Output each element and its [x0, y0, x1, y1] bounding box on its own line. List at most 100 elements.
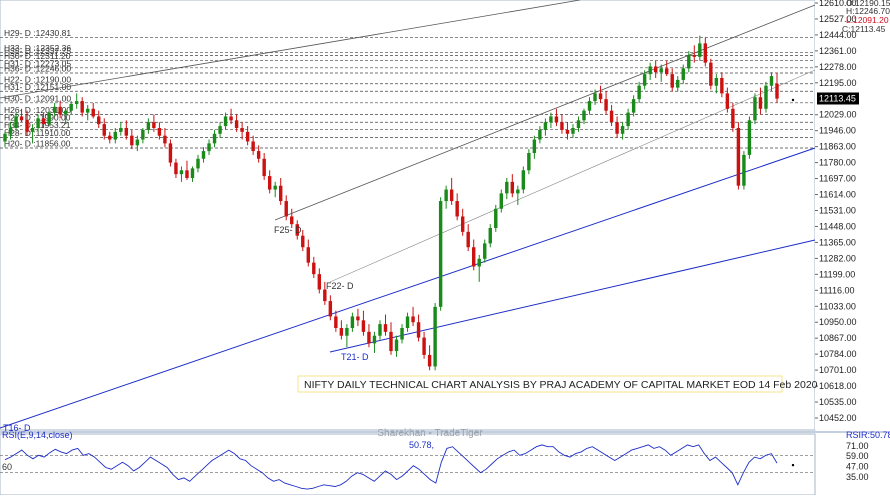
watermark: Sharekhan - TradeTiger: [377, 428, 483, 439]
y-tick-label: 11282.00: [819, 253, 856, 263]
candle-body: [394, 339, 399, 352]
candle-body: [670, 74, 674, 88]
candle-body: [565, 129, 570, 134]
candle-body: [389, 331, 393, 352]
candle-body: [427, 354, 432, 367]
candle-body: [174, 162, 178, 175]
candle-body: [626, 112, 630, 127]
y-tick-label: 11199.00: [819, 269, 855, 279]
candle-body: [262, 158, 266, 177]
level-label: H20- D :11856.00: [4, 139, 71, 149]
candle-body: [483, 243, 487, 259]
candle-body: [157, 128, 162, 136]
candle-body: [229, 116, 233, 121]
y-tick-label: 10452.00: [819, 413, 857, 423]
trendline: [0, 0, 581, 99]
candle-body: [91, 108, 95, 117]
candle-body: [648, 66, 652, 75]
price-axis-ticks: 12610.00 12527.00 12444.00 12361.00 12278.00…: [815, 0, 857, 423]
candle-body: [207, 143, 211, 152]
candle-body: [593, 93, 597, 102]
y-tick-label: 12029.00: [819, 110, 857, 120]
candle-body: [63, 110, 68, 115]
y-tick-label: 11946.00: [819, 126, 856, 136]
candle-body: [179, 170, 184, 175]
candle-body: [14, 116, 18, 128]
candle-body: [36, 118, 40, 128]
candle-body: [284, 201, 288, 217]
candle-body: [560, 122, 564, 130]
candle-body: [742, 154, 746, 186]
candle-body: [312, 262, 316, 275]
price-axis: [815, 0, 890, 430]
candle-body: [521, 170, 526, 190]
candle-body: [267, 176, 272, 190]
candle-body: [416, 322, 421, 338]
last-price-label: 12113.45: [819, 93, 856, 103]
candle-body: [615, 122, 619, 134]
annotation-f25: F25- D: [274, 225, 302, 235]
candle-body: [339, 328, 344, 336]
candle-body: [659, 68, 663, 73]
y-tick-label: 12195.00: [819, 78, 857, 88]
level-label: H26- D :12031.00: [4, 105, 71, 115]
trendline: [329, 69, 816, 283]
rsi-tick-label: 71.00: [846, 441, 869, 451]
candle-body: [168, 143, 173, 163]
candle-body: [119, 128, 123, 132]
candle-body: [510, 181, 515, 194]
candle-body: [108, 135, 112, 140]
y-tick-label: 11448.00: [819, 221, 856, 231]
y-tick-label: 10867.00: [819, 333, 857, 343]
candle-body: [538, 129, 542, 140]
candle-body: [345, 328, 349, 336]
candle-body: [279, 185, 283, 202]
rsi-line: [4, 444, 778, 490]
candle-body: [753, 97, 757, 121]
candle-body: [152, 122, 156, 128]
trendlines: [0, 0, 816, 429]
candle-body: [80, 101, 84, 113]
candle-body: [223, 116, 228, 127]
candle-body: [273, 185, 277, 190]
candle-body: [3, 133, 7, 142]
candle-body: [163, 135, 167, 144]
y-tick-label: 12444.00: [819, 30, 857, 40]
candle-body: [405, 316, 410, 328]
candle-body: [720, 78, 724, 94]
y-tick-label: 11863.00: [819, 142, 856, 152]
candle-body: [245, 131, 250, 142]
level-label: H36- D :12246.00: [4, 64, 71, 74]
y-tick-label: 12610.00: [819, 0, 857, 8]
candle-body: [477, 258, 481, 267]
candle-body: [306, 247, 310, 263]
candle-body: [212, 133, 217, 144]
candle-body: [378, 324, 382, 336]
candle-body: [549, 116, 553, 123]
candle-body: [201, 151, 206, 159]
candle-body: [350, 316, 355, 328]
candle-body: [769, 76, 774, 86]
candle-body: [587, 101, 592, 111]
level-label: H35- D :12337.75: [4, 46, 71, 56]
candle-body: [703, 43, 708, 63]
level-label: H30- D :12311.20: [4, 51, 71, 61]
annotation-t16: T16- D: [3, 423, 31, 433]
candle-body: [532, 139, 537, 153]
chart-title: NIFTY DAILY TECHNICAL CHART ANALYSIS BY …: [304, 379, 818, 391]
y-tick-label: 12361.00: [819, 46, 857, 56]
candlesticks: [3, 35, 779, 371]
ohlc-close: C:12113.45: [842, 24, 886, 34]
candle-body: [19, 116, 24, 121]
price-plot-area: [0, 0, 816, 431]
candle-body: [505, 181, 509, 194]
y-tick-label: 12527.00: [819, 14, 857, 24]
candle-body: [8, 128, 13, 134]
candle-body: [422, 337, 426, 355]
level-label: H31- D :12273.05: [4, 58, 71, 68]
trendline: [274, 4, 816, 221]
candle-body: [69, 103, 73, 111]
